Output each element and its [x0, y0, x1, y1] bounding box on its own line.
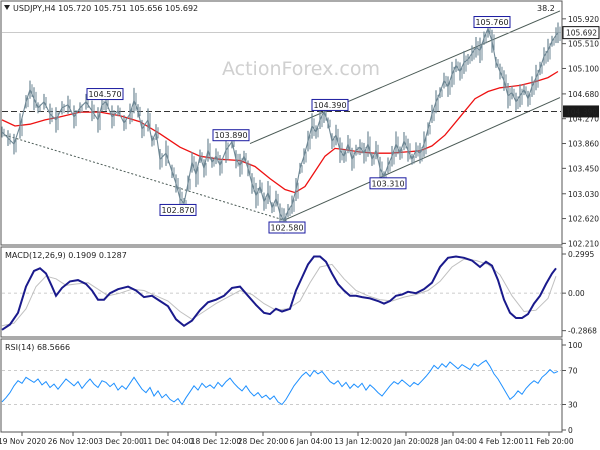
annotation-label: 102.870 [161, 206, 194, 215]
macd-y-ticks: 0.2995 0.00 -0.2868 [562, 250, 597, 336]
macd-y-tick-label: -0.2868 [568, 327, 597, 336]
annotation-label: 103.890 [214, 131, 247, 140]
annotation-label: 105.760 [475, 18, 508, 27]
macd-signal-line [1, 258, 557, 327]
dropdown-triangle-icon[interactable] [4, 5, 10, 10]
rsi-y-tick-label: 70 [568, 367, 578, 376]
price-y-tick-label: 105.510 [568, 40, 599, 49]
annotation-box [369, 177, 407, 190]
rsi-title: RSI(14) 68.5666 [5, 343, 70, 352]
current-price-tag-box [563, 26, 599, 39]
macd-line [1, 255, 557, 331]
price-annotations: 104.570 102.870 103.890 102.580 104.390 103.3… [86, 16, 511, 234]
macd-title: MACD(12,26,9) 0.1909 0.1287 [5, 251, 127, 260]
annotation-label: 104.390 [313, 101, 346, 110]
price-y-tick-label: 102.210 [568, 239, 599, 248]
price-y-ticks: 105.920 105.510 105.100 104.680 104.270 103.8… [562, 15, 599, 248]
rsi-y-tick-label: 100 [568, 341, 583, 350]
macd-y-tick-label: 0.00 [568, 289, 585, 298]
annotation-box [212, 129, 250, 142]
price-y-tick-label: 104.270 [568, 115, 599, 124]
annotation-label: 102.580 [270, 224, 303, 233]
macd-panel-frame [0, 246, 563, 338]
annotation-box [473, 16, 511, 29]
time-tick-label: 6 Jan 04:00 [290, 437, 333, 446]
price-y-tick-label: 105.920 [568, 15, 599, 24]
price-y-tick-label: 104.680 [568, 90, 599, 99]
price-panel-frame [0, 0, 563, 246]
level-price-tag-box [563, 105, 599, 118]
price-channel [4, 10, 561, 222]
price-series [1, 19, 561, 234]
macd-y-tick-label: 0.2995 [568, 250, 594, 259]
time-tick-label: 26 Nov 12:00 [48, 437, 99, 446]
channel-upper-line [249, 10, 561, 144]
corner-value: 38.2 [537, 4, 555, 13]
price-y-tick-label: 102.620 [568, 215, 599, 224]
moving-average [1, 70, 559, 194]
rsi-line [1, 359, 559, 406]
time-tick-label: 28 Dec 20:00 [238, 437, 289, 446]
time-tick-label: 11 Dec 04:00 [143, 437, 194, 446]
time-tick-label: 20 Jan 20:00 [382, 437, 430, 446]
current-price-tag-frame [562, 26, 600, 40]
rsi-y-ticks: 100 70 30 0 [562, 341, 583, 435]
time-tick-label: 28 Jan 04:00 [429, 437, 477, 446]
rsi-y-tick-label: 30 [568, 401, 578, 410]
watermark: ActionForex.com [222, 58, 380, 80]
trend-dotted-line [4, 134, 288, 222]
ma-line [1, 70, 559, 194]
time-tick-label: 11 Feb 20:00 [524, 437, 573, 446]
annotation-box [268, 221, 306, 234]
annotation-box [159, 203, 197, 216]
time-tick-label: 19 Nov 2020 [0, 437, 46, 446]
rsi-y-tick-label: 0 [568, 426, 573, 435]
time-tick-label: 13 Jan 12:00 [334, 437, 382, 446]
price-y-tick-label: 103.860 [568, 140, 599, 149]
price-y-tick-label: 105.100 [568, 64, 599, 73]
time-tick-label: 18 Dec 12:00 [191, 437, 242, 446]
annotation-box [86, 88, 124, 101]
level-price-tag-label: 104.390 [566, 107, 597, 116]
macd-series [1, 255, 557, 331]
level-line [2, 32, 561, 112]
annotation-label: 103.310 [371, 179, 404, 188]
price-y-tick-label: 103.450 [568, 164, 599, 173]
annotation-box [311, 98, 349, 111]
price-y-tick-label: 103.030 [568, 190, 599, 199]
time-tick-label: 4 Feb 12:00 [479, 437, 524, 446]
annotation-label: 104.570 [88, 90, 121, 99]
rsi-panel-frame [0, 338, 563, 433]
current-price-tag-label: 105.692 [566, 29, 597, 38]
price-title: USDJPY,H4 105.720 105.751 105.656 105.69… [13, 4, 198, 13]
rsi-levels [2, 370, 561, 405]
time-tick-label: 3 Dec 20:00 [98, 437, 144, 446]
rsi-series [1, 359, 559, 406]
price-axis-tags: 104.390 105.692 [562, 26, 600, 118]
